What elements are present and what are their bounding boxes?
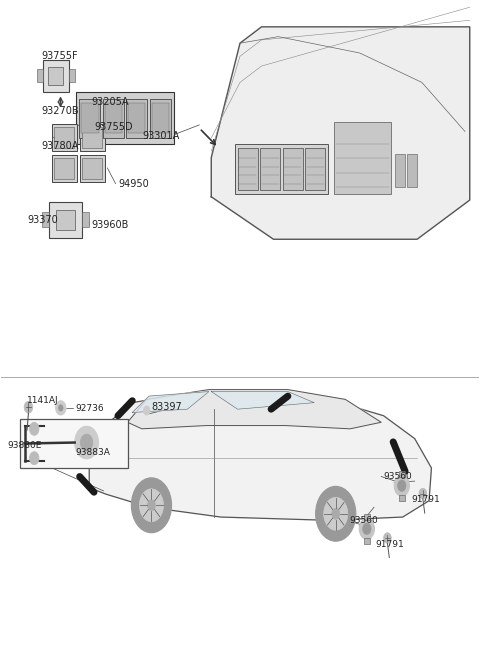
Text: 93880E: 93880E bbox=[8, 441, 42, 449]
Circle shape bbox=[80, 434, 93, 451]
Text: 93755F: 93755F bbox=[41, 51, 78, 62]
Text: 93960B: 93960B bbox=[92, 220, 129, 230]
Circle shape bbox=[56, 401, 66, 415]
Text: 91791: 91791 bbox=[411, 495, 440, 504]
Text: 91791: 91791 bbox=[375, 540, 404, 549]
Bar bbox=[52, 124, 77, 151]
Bar bbox=[150, 99, 171, 138]
Circle shape bbox=[144, 406, 150, 415]
Bar bbox=[54, 127, 74, 148]
Circle shape bbox=[419, 488, 427, 498]
Bar bbox=[37, 69, 43, 83]
Circle shape bbox=[139, 489, 164, 522]
Polygon shape bbox=[128, 390, 381, 429]
Text: 93560: 93560 bbox=[349, 516, 378, 525]
Bar bbox=[82, 159, 102, 179]
Bar bbox=[364, 538, 370, 544]
Bar bbox=[52, 155, 77, 182]
Bar bbox=[48, 202, 82, 238]
Text: 93780A: 93780A bbox=[41, 141, 79, 151]
Polygon shape bbox=[211, 392, 314, 409]
Bar bbox=[105, 103, 122, 134]
Circle shape bbox=[147, 500, 156, 511]
Bar bbox=[43, 60, 69, 92]
Bar bbox=[42, 212, 48, 227]
Bar bbox=[54, 159, 74, 179]
Bar bbox=[82, 127, 102, 148]
Circle shape bbox=[132, 478, 171, 533]
Text: 1141AJ: 1141AJ bbox=[27, 396, 59, 405]
Polygon shape bbox=[132, 392, 209, 413]
Bar bbox=[69, 69, 74, 83]
Bar bbox=[48, 67, 63, 85]
Bar bbox=[128, 103, 145, 134]
Text: 93370: 93370 bbox=[27, 215, 58, 225]
Bar bbox=[79, 99, 100, 138]
Bar bbox=[235, 144, 328, 194]
Bar bbox=[407, 155, 417, 187]
Text: 93205A: 93205A bbox=[92, 97, 129, 107]
Text: 93301A: 93301A bbox=[142, 131, 179, 141]
Bar bbox=[260, 148, 280, 190]
Text: 93883A: 93883A bbox=[75, 449, 110, 457]
Bar bbox=[103, 99, 124, 138]
Circle shape bbox=[359, 518, 374, 539]
Circle shape bbox=[74, 426, 98, 459]
Bar bbox=[283, 148, 303, 190]
Bar bbox=[82, 212, 89, 227]
Circle shape bbox=[59, 405, 63, 411]
Bar bbox=[56, 210, 75, 230]
Circle shape bbox=[324, 497, 348, 531]
Bar bbox=[20, 419, 128, 468]
Bar bbox=[81, 103, 98, 134]
Circle shape bbox=[316, 486, 356, 541]
Circle shape bbox=[332, 508, 340, 519]
Text: 94950: 94950 bbox=[118, 179, 149, 189]
Text: 93560: 93560 bbox=[384, 472, 412, 481]
Circle shape bbox=[29, 422, 39, 436]
Bar bbox=[126, 99, 147, 138]
Polygon shape bbox=[89, 390, 432, 520]
Text: 93270B: 93270B bbox=[41, 106, 79, 116]
Bar bbox=[80, 155, 105, 182]
Bar bbox=[395, 155, 405, 187]
Text: 83397: 83397 bbox=[152, 402, 182, 412]
Bar bbox=[305, 148, 325, 190]
Bar bbox=[238, 148, 258, 190]
Bar bbox=[399, 495, 405, 501]
Bar bbox=[152, 103, 169, 134]
Bar bbox=[334, 122, 391, 193]
Circle shape bbox=[394, 476, 409, 496]
Bar bbox=[80, 124, 105, 151]
Polygon shape bbox=[211, 27, 470, 239]
Bar bbox=[364, 514, 370, 520]
Bar bbox=[399, 470, 405, 477]
Text: 92736: 92736 bbox=[75, 404, 104, 413]
Circle shape bbox=[29, 452, 39, 465]
Text: 93755D: 93755D bbox=[94, 122, 132, 132]
Circle shape bbox=[362, 523, 371, 534]
Circle shape bbox=[384, 533, 391, 543]
Circle shape bbox=[24, 402, 33, 413]
Circle shape bbox=[397, 480, 406, 491]
Bar bbox=[76, 92, 174, 145]
